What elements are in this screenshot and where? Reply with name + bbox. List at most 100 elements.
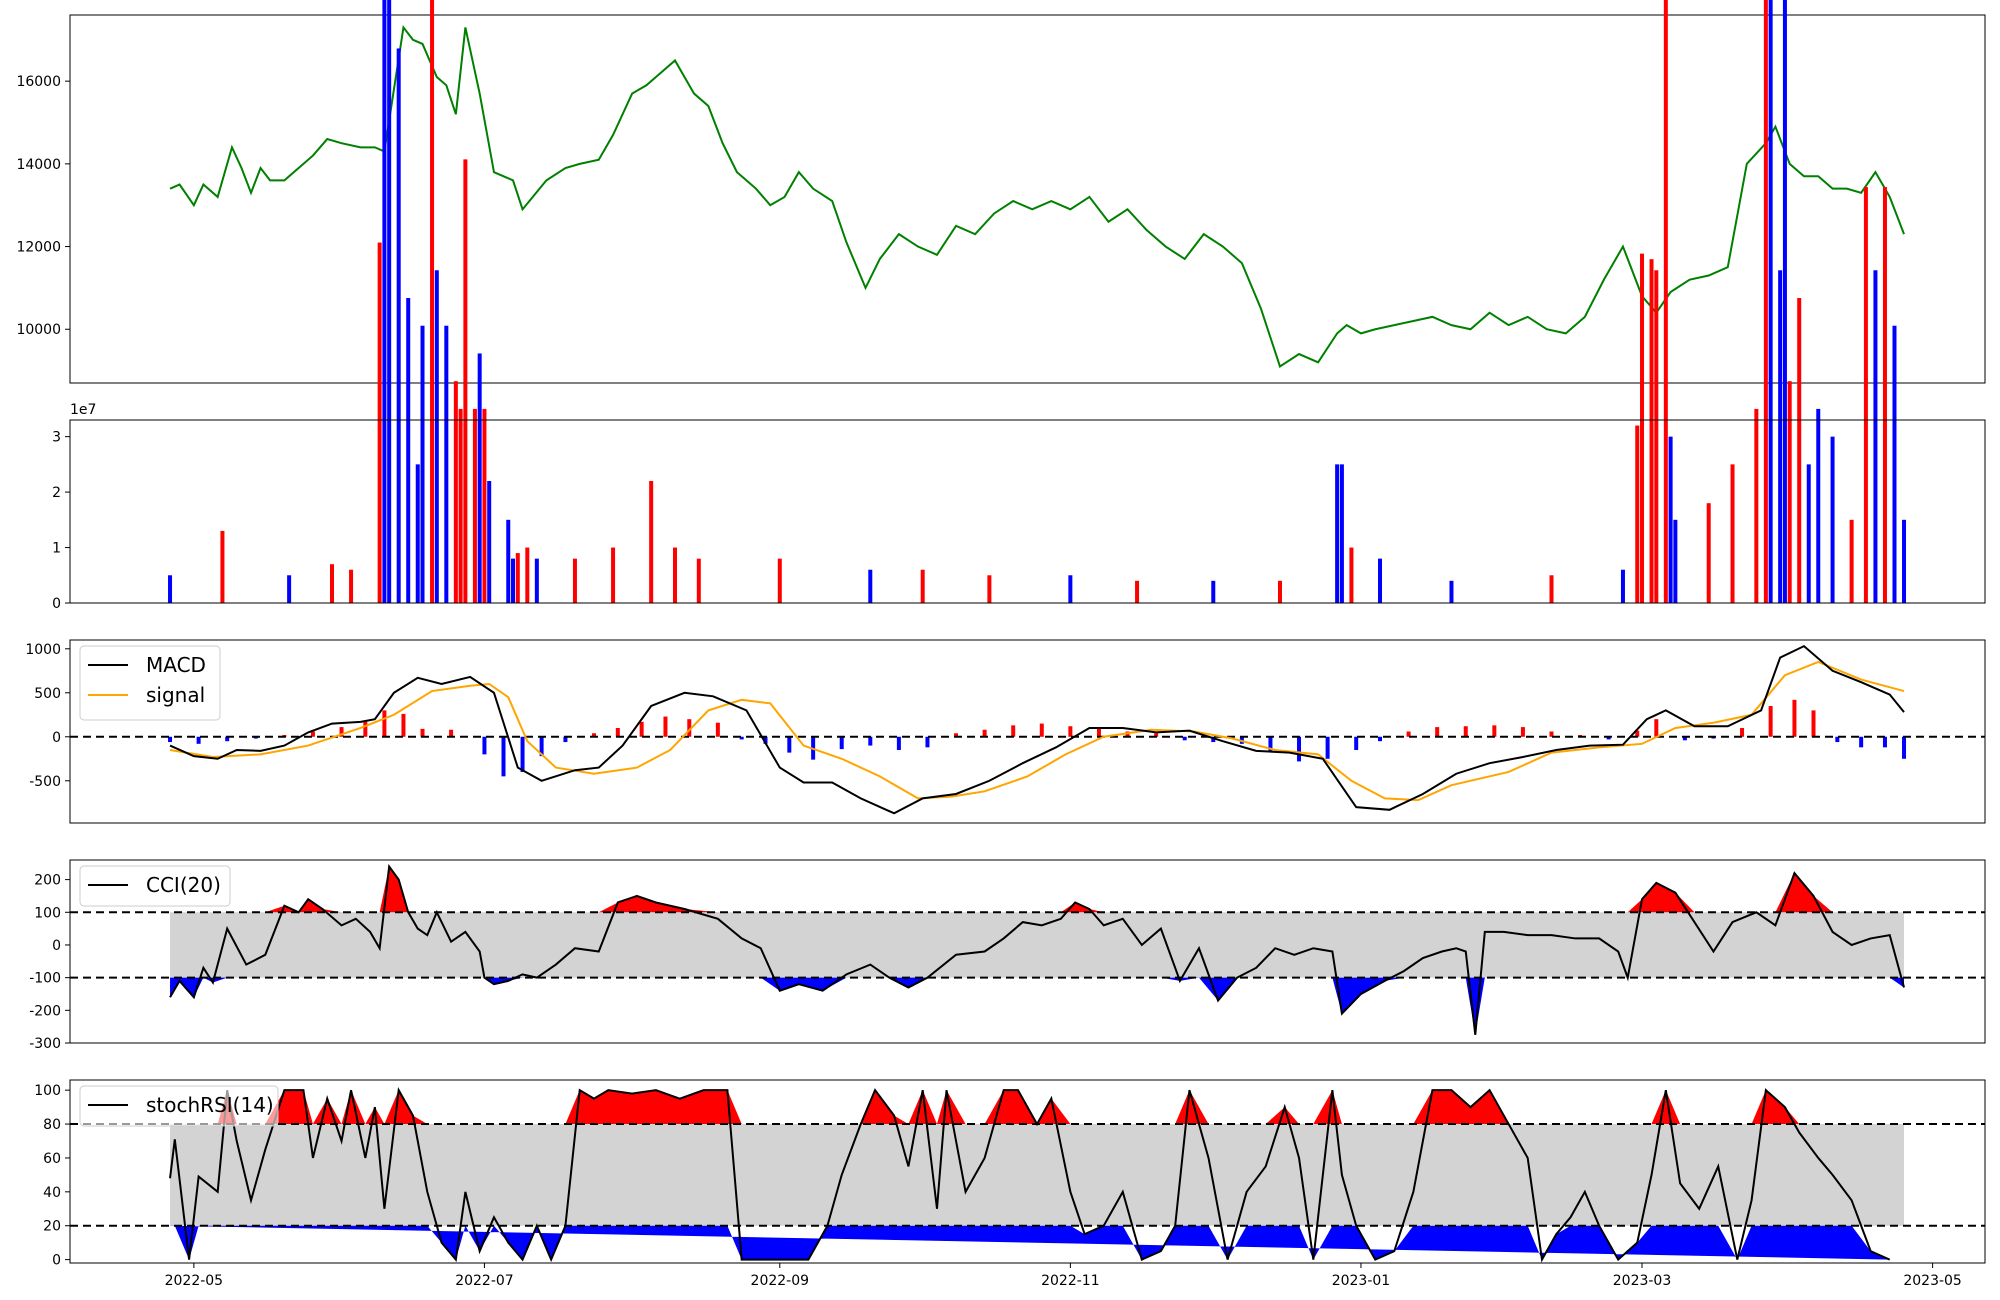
y-tick-label: 1 [52,541,61,557]
stochrsi-line [169,1087,1891,1263]
volume-bar [1782,0,1787,603]
volume-bar [477,353,482,603]
volume-bar [487,481,492,603]
macd-hist-bar [1154,733,1159,737]
volume-bar [777,558,782,603]
macd-hist-bar [1859,736,1864,748]
macd-hist-bar [763,736,768,744]
volume-bar [1754,408,1759,603]
macd-hist-bar [1039,723,1044,737]
volume-bar [1349,547,1354,603]
macd-hist-bar [196,736,201,744]
macd-hist-bar [1354,736,1359,750]
volume-bar [444,325,449,603]
volume-bar [1797,298,1802,603]
volume-y-axis: 0 1 2 3 [52,430,70,612]
volume-bar [1763,0,1768,603]
volume-bar [1620,569,1625,603]
volume-bar [1449,580,1454,603]
macd-histogram [70,699,1985,777]
volume-bar [1635,425,1640,603]
y-tick-label: 20 [43,1219,61,1235]
volume-bar [1830,436,1835,603]
macd-hist-bar [687,719,692,737]
macd-hist-bar [482,736,487,755]
volume-bar [1211,580,1216,603]
y-tick-label: -300 [29,1036,61,1052]
macd-legend-label-macd: MACD [146,653,206,677]
cci-y-axis: -300 -200 -100 0 100 200 [29,873,70,1052]
volume-bar [1277,580,1282,603]
volume-bar [463,159,468,603]
macd-hist-bar [363,721,368,737]
volume-bar [482,408,487,603]
macd-hist-bar [1811,710,1816,737]
macd-hist-bar [1902,736,1907,759]
macd-hist-bar [1096,727,1101,737]
macd-y-axis: -500 0 500 1000 [25,642,70,790]
volume-bar [1378,558,1383,603]
volume-bar [220,530,225,603]
macd-hist-bar [563,736,568,743]
volume-bar [330,564,335,603]
macd-legend-label-signal: signal [146,683,205,707]
y-tick-label: 100 [34,1083,61,1099]
macd-hist-bar [1492,725,1497,737]
macd-hist-bar [715,722,720,737]
volume-panel: 0 1 2 3 1e7 [52,0,1986,612]
volume-bar [1778,270,1783,603]
x-tick-label: 2022-11 [1041,1273,1100,1289]
volume-bar [472,408,477,603]
volume-bar [1549,575,1554,603]
macd-hist-bar [1682,736,1687,741]
volume-bar [1873,270,1878,603]
stochrsi-y-axis: 0 20 40 60 80 100 [34,1083,70,1269]
macd-hist-bar [449,729,454,737]
stochrsi-panel: 0 20 40 60 80 100 stochRSI(14) [34,1079,1986,1269]
macd-hist-bar [896,736,901,750]
volume-bar [1654,270,1659,603]
cci-legend-box [79,865,231,907]
y-tick-label: 100 [34,905,61,921]
macd-hist-bar [787,736,792,753]
macd-hist-bar [925,736,930,748]
volume-bar [1787,381,1792,603]
volume-bar [1339,464,1344,603]
x-tick-label: 2022-07 [455,1273,514,1289]
volume-bar [987,575,992,603]
volume-bar [415,464,420,603]
macd-hist-bar [592,733,597,737]
macd-hist-bar [401,713,406,737]
volume-bar [525,547,530,603]
macd-hist-bar [1740,727,1745,737]
cci-line [169,863,1905,1035]
macd-hist-bar [168,736,173,743]
date-x-axis: 2022-05 2022-07 2022-09 2022-11 2023-01 2023-… [165,1263,1962,1289]
y-tick-label: 0 [52,1253,61,1269]
volume-bar [387,0,392,604]
volume-bar [868,569,873,603]
volume-bar [434,270,439,603]
x-tick-label: 2023-03 [1613,1273,1672,1289]
volume-bar [534,558,539,603]
macd-hist-bar [1378,736,1383,742]
stochrsi-legend: stochRSI(14) [79,1085,279,1127]
volume-bar [1882,187,1887,603]
macd-hist-bar [420,728,425,737]
stochrsi-oversold-fill [170,1225,1890,1260]
y-tick-label: 200 [34,873,61,889]
price-series-line [169,24,1905,369]
volume-bar [430,0,435,603]
volume-bar [511,558,516,603]
x-tick-label: 2022-09 [751,1273,810,1289]
volume-bar [168,575,173,603]
y-tick-label: 3 [52,430,61,446]
y-tick-label: 0 [52,730,61,746]
macd-hist-bar [1606,736,1611,740]
y-tick-label: 1000 [25,642,61,658]
x-tick-label: 2022-05 [165,1273,224,1289]
price-y-axis: 10000 12000 14000 16000 [16,74,70,338]
macd-hist-bar [1792,699,1797,737]
axes-frame [69,1079,1986,1264]
volume-bar [349,569,354,603]
